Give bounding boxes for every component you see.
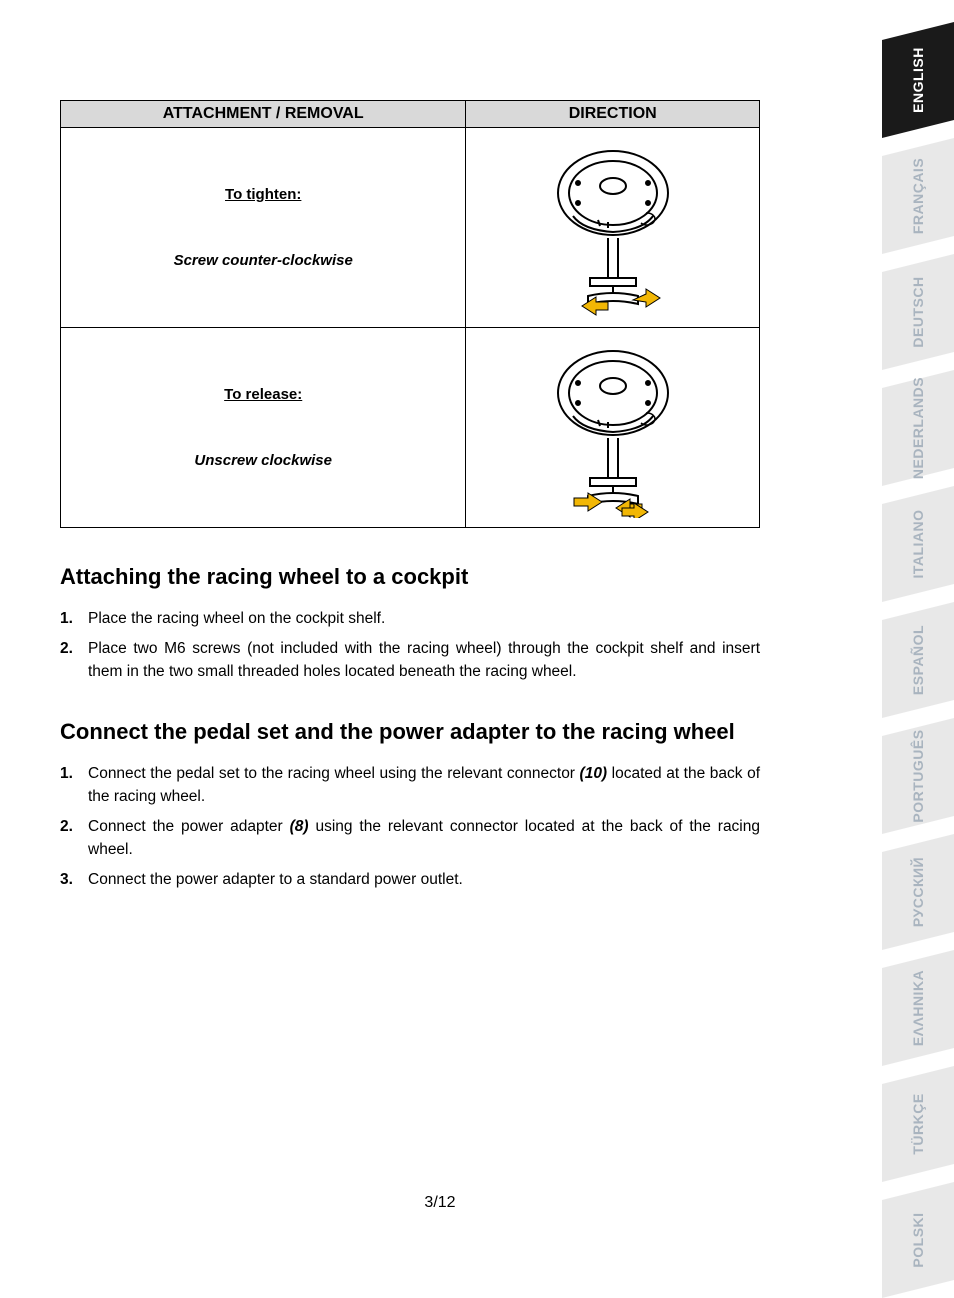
list-item: Connect the power adapter (8) using the …	[60, 816, 760, 861]
lang-tab-deutsch[interactable]: DEUTSCH	[882, 254, 954, 370]
lang-tab-português[interactable]: PORTUGUÊS	[882, 718, 954, 834]
wheel-ccw-icon	[528, 138, 698, 318]
tighten-label: To tighten: Screw counter-clockwise	[61, 178, 465, 277]
lang-tab-français[interactable]: FRANÇAIS	[882, 138, 954, 254]
section2-heading: Connect the pedal set and the power adap…	[60, 719, 760, 745]
list-item: Connect the pedal set to the racing whee…	[60, 763, 760, 808]
list-item: Place two M6 screws (not included with t…	[60, 638, 760, 683]
lang-tab-polski[interactable]: POLSKI	[882, 1182, 954, 1298]
wheel-cw-icon	[528, 338, 698, 518]
language-tabs: ENGLISHFRANÇAISDEUTSCHNEDERLANDSITALIANO…	[859, 0, 954, 1272]
th-direction: DIRECTION	[466, 101, 760, 128]
lang-tab-english[interactable]: ENGLISH	[882, 22, 954, 138]
th-attach: ATTACHMENT / REMOVAL	[61, 101, 466, 128]
list-item: Place the racing wheel on the cockpit sh…	[60, 608, 760, 630]
lang-tab-español[interactable]: ESPAÑOL	[882, 602, 954, 718]
section1-heading: Attaching the racing wheel to a cockpit	[60, 564, 760, 590]
lang-tab-italiano[interactable]: ITALIANO	[882, 486, 954, 602]
release-label: To release: Unscrew clockwise	[61, 378, 465, 477]
lang-tab-türkçe[interactable]: TÜRKÇE	[882, 1066, 954, 1182]
table-row: To release: Unscrew clockwise	[61, 328, 760, 528]
lang-tab-русский[interactable]: РУССКИЙ	[882, 834, 954, 950]
lang-tab-nederlands[interactable]: NEDERLANDS	[882, 370, 954, 486]
section1-steps: Place the racing wheel on the cockpit sh…	[60, 608, 760, 683]
list-item: Connect the power adapter to a standard …	[60, 869, 760, 891]
attachment-table: ATTACHMENT / REMOVAL DIRECTION To tighte…	[60, 100, 760, 528]
table-row: To tighten: Screw counter-clockwise	[61, 128, 760, 328]
page-number: 3/12	[0, 1194, 820, 1212]
section2-steps: Connect the pedal set to the racing whee…	[60, 763, 760, 891]
lang-tab-ελληνικα[interactable]: ΕΛΛΗΝΙΚΑ	[882, 950, 954, 1066]
